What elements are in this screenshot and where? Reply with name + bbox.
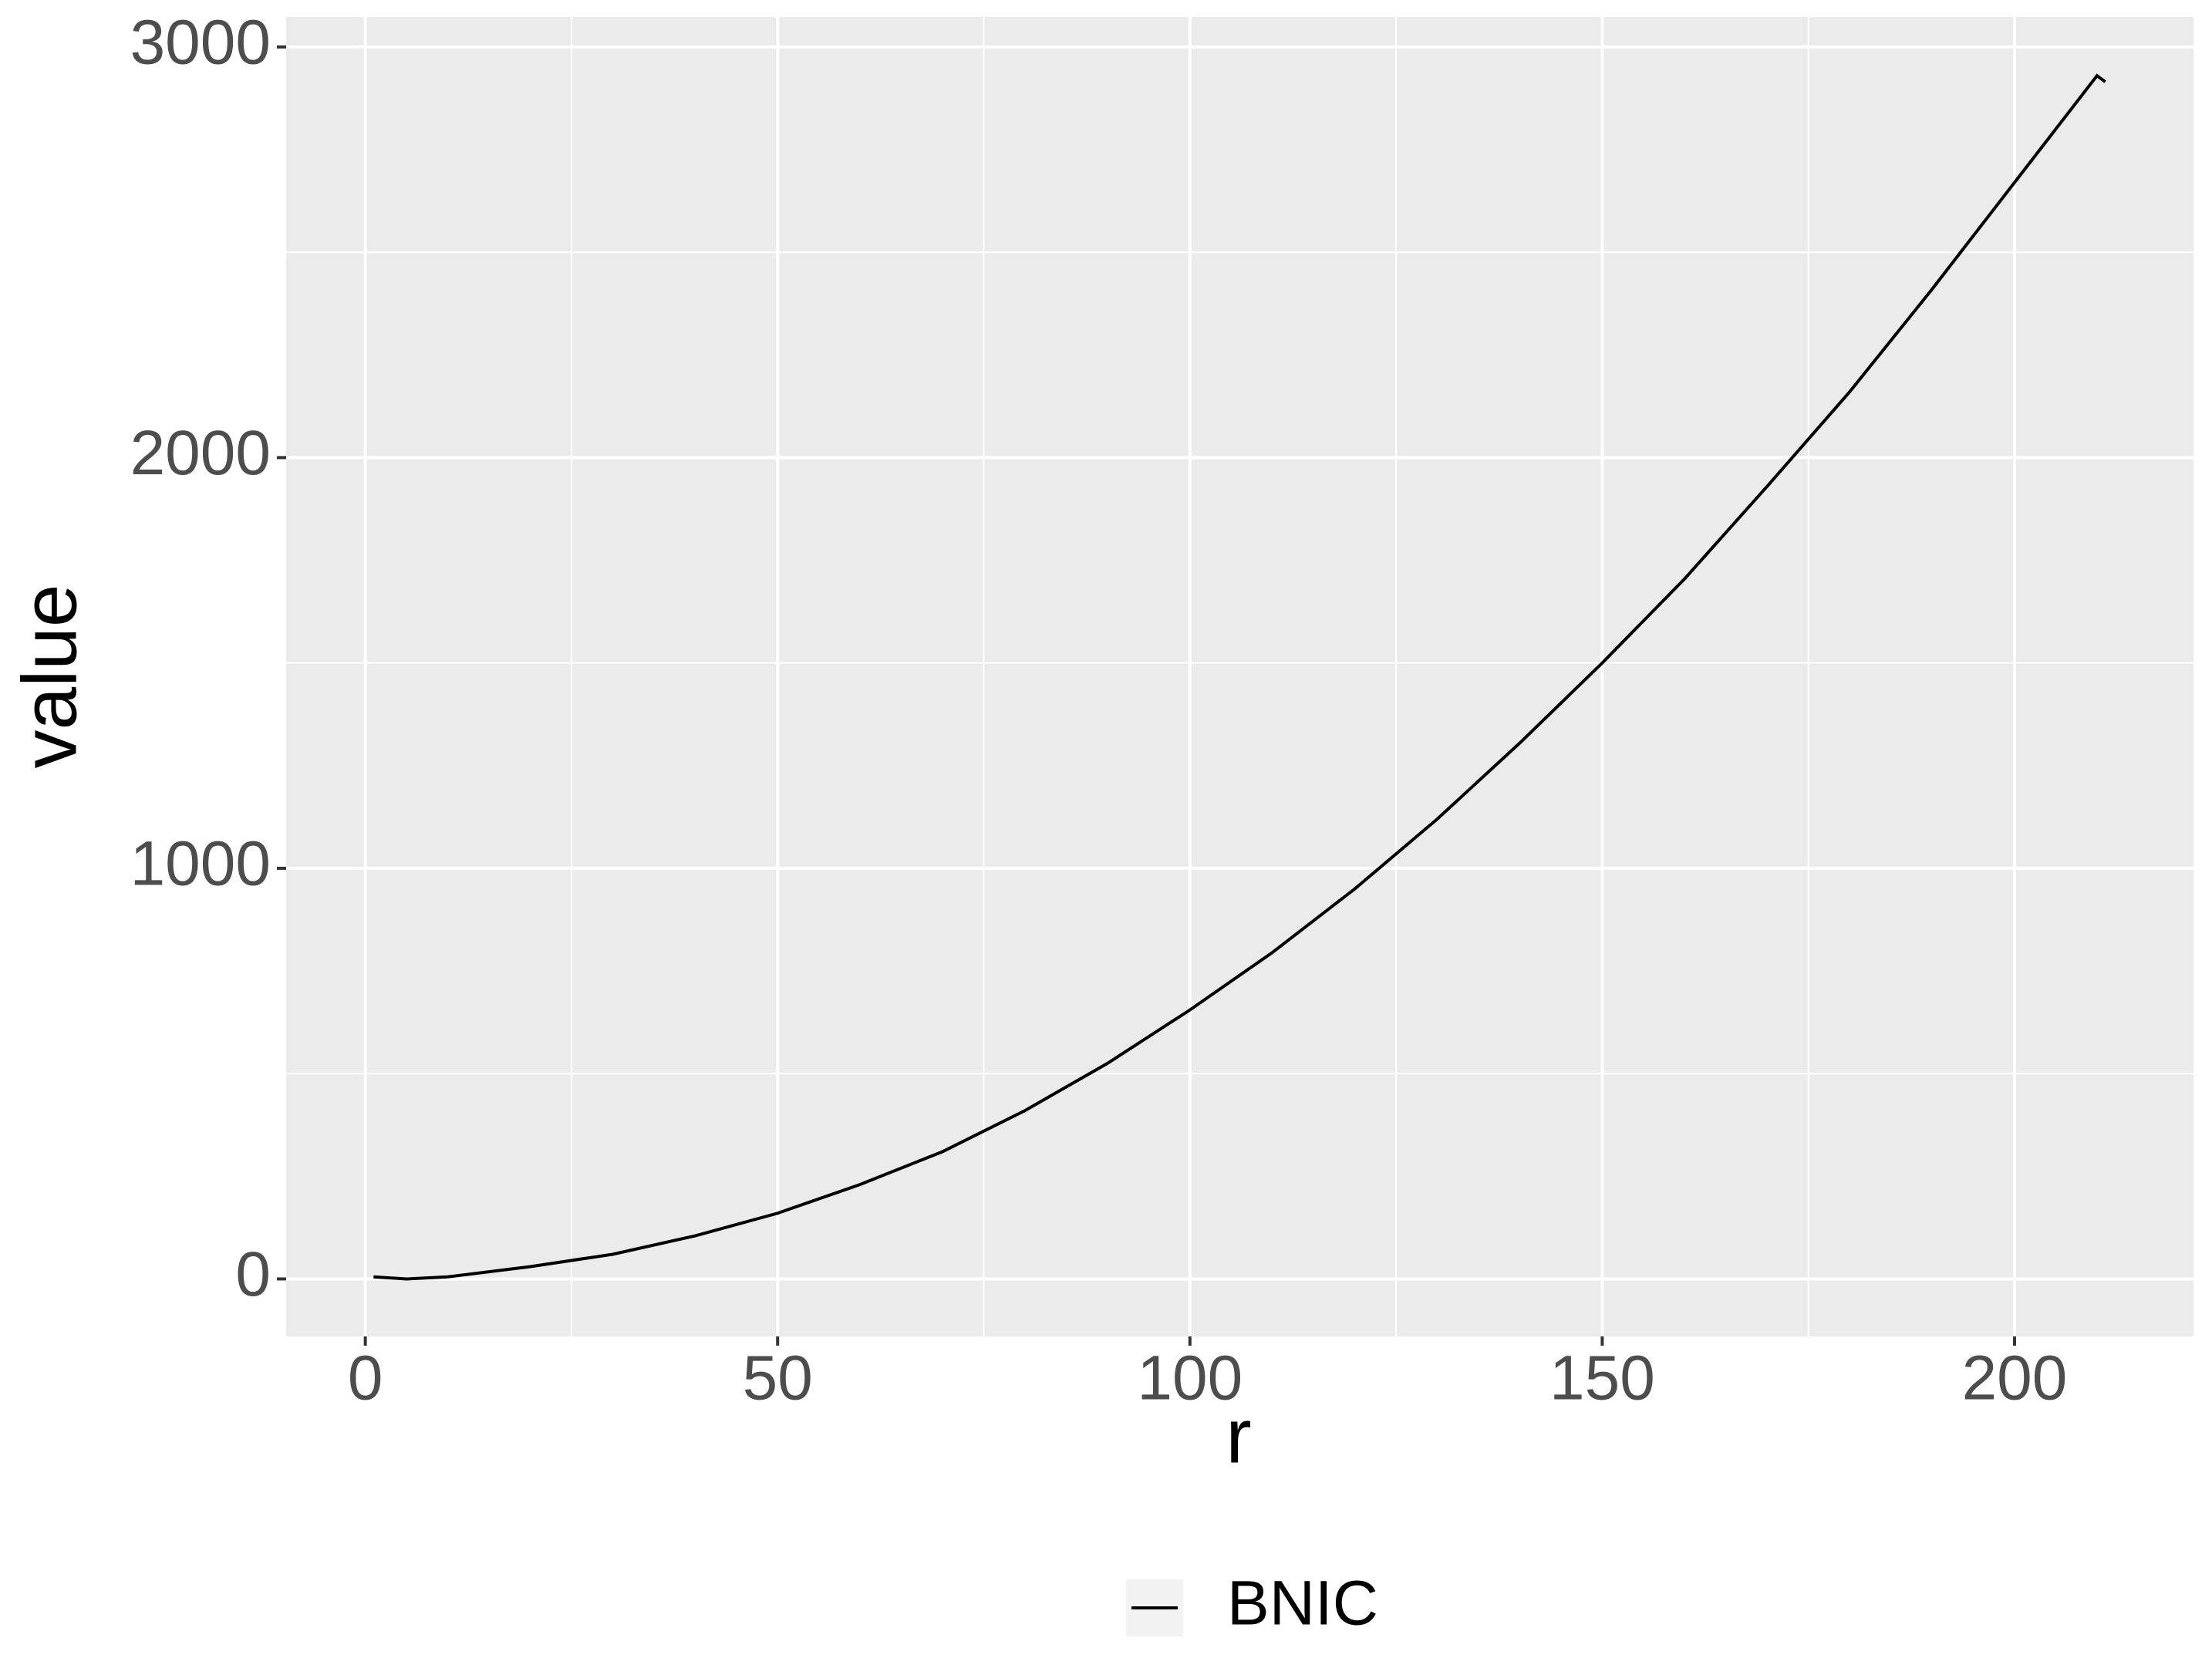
x-axis-title: r: [1226, 1393, 1251, 1479]
x-tick-label: 0: [348, 1343, 383, 1414]
y-axis-title: value: [6, 584, 93, 768]
y-tick-label: 3000: [130, 8, 271, 78]
y-tick-label: 2000: [130, 418, 271, 488]
x-tick-label: 150: [1549, 1343, 1655, 1414]
x-tick-label: 50: [743, 1343, 813, 1414]
x-tick-label: 200: [1962, 1343, 2068, 1414]
x-tick-label: 100: [1137, 1343, 1243, 1414]
legend-label: BNIC: [1227, 1569, 1378, 1639]
panel: [286, 17, 2193, 1336]
y-tick-label: 0: [235, 1239, 271, 1309]
line: [373, 73, 2106, 1281]
y-tick-label: 1000: [130, 829, 271, 899]
